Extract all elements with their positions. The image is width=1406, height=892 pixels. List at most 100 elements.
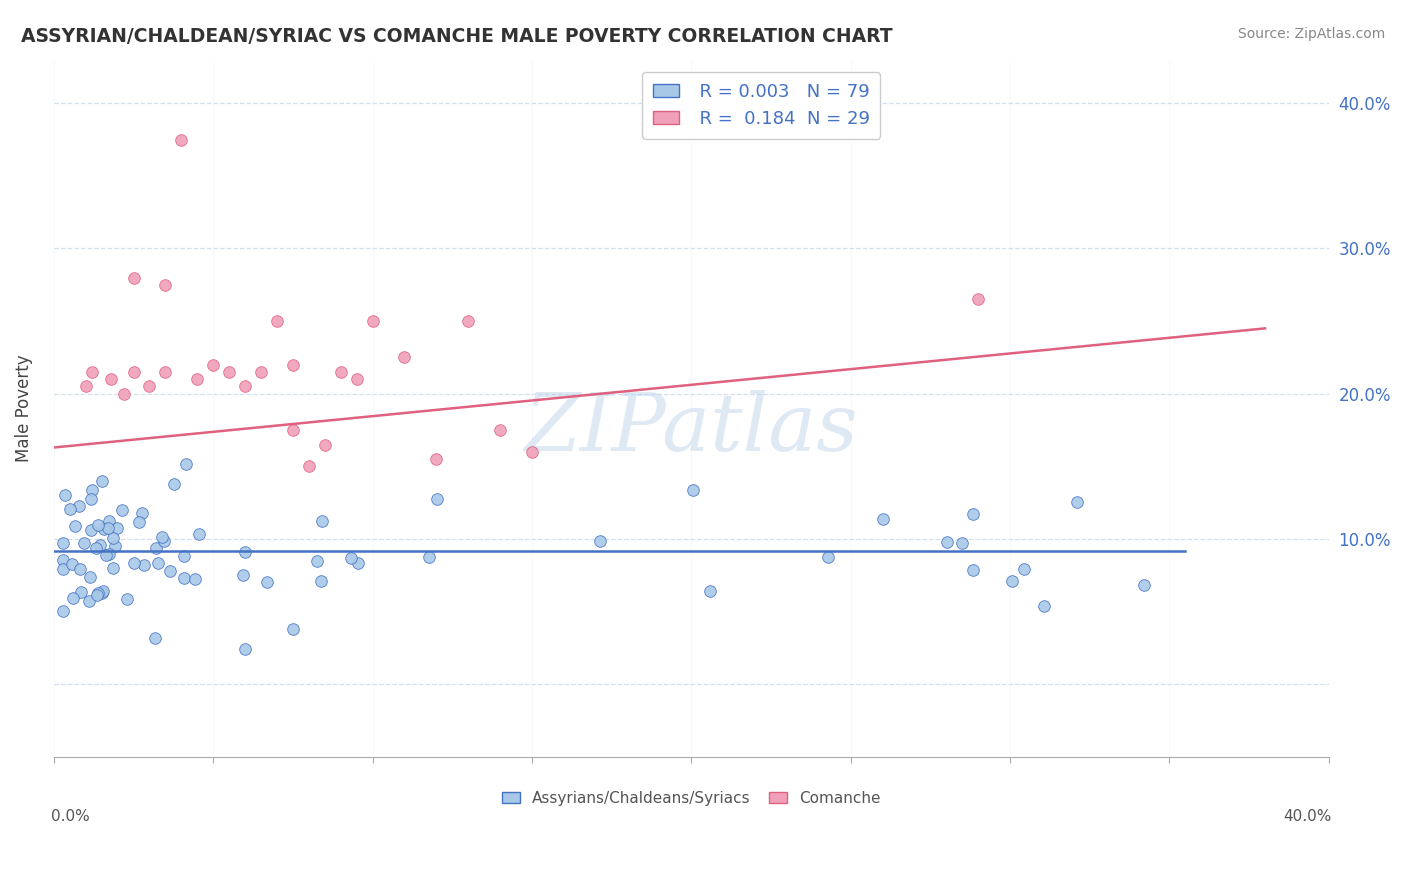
Point [112,386,135,401]
Point [87,586,110,600]
Point [100,372,122,386]
Point [173,571,195,585]
Point [52,536,75,550]
Point [60,558,83,572]
Point [266,314,288,328]
Point [699,583,721,598]
Legend: Assyrians/Chaldeans/Syriacs, Comanche: Assyrians/Chaldeans/Syriacs, Comanche [495,785,887,812]
Point [97,521,120,535]
Point [281,623,304,637]
Point [394,351,416,365]
Point [52,604,75,618]
Point [91,583,114,598]
Point [311,514,333,528]
Point [79,570,101,584]
Point [457,314,479,328]
Point [84,541,107,556]
Point [281,358,304,372]
Point [520,445,543,459]
Point [80,483,103,497]
Point [936,534,959,549]
Point [329,365,352,379]
Point [589,534,612,549]
Point [86,518,108,533]
Point [489,423,512,437]
Point [80,523,103,537]
Point [63,519,86,533]
Point [146,557,169,571]
Point [298,459,321,474]
Point [233,641,256,656]
Point [110,503,132,517]
Point [346,372,368,386]
Point [425,452,447,467]
Point [170,132,193,146]
Point [962,508,984,522]
Point [73,536,96,550]
Point [163,476,186,491]
Point [309,574,332,589]
Point [159,564,181,578]
Point [69,562,91,576]
Point [98,514,121,528]
Point [250,365,273,379]
Point [218,365,240,379]
Point [93,522,115,536]
Point [131,506,153,520]
Y-axis label: Male Poverty: Male Poverty [15,354,32,462]
Point [145,541,167,555]
Point [52,562,75,576]
Point [105,521,128,535]
Point [1001,574,1024,588]
Point [80,491,103,506]
Point [950,536,973,550]
Point [314,437,336,451]
Point [89,538,111,552]
Point [184,572,207,586]
Point [138,379,160,393]
Point [202,358,225,372]
Point [75,379,97,393]
Point [77,594,100,608]
Point [155,277,177,292]
Text: ASSYRIAN/CHALDEAN/SYRIAC VS COMANCHE MALE POVERTY CORRELATION CHART: ASSYRIAN/CHALDEAN/SYRIAC VS COMANCHE MAL… [21,27,893,45]
Point [94,548,117,562]
Point [1032,599,1054,613]
Point [173,549,195,564]
Point [187,527,209,541]
Point [53,488,76,502]
Point [122,270,145,285]
Point [90,585,112,599]
Point [62,591,84,605]
Point [90,474,112,488]
Point [235,545,257,559]
Point [86,588,108,602]
Point [122,365,145,379]
Point [52,553,75,567]
Point [281,423,304,437]
Point [153,534,176,549]
Point [967,293,990,307]
Point [101,531,124,545]
Point [256,574,278,589]
Point [134,558,156,572]
Point [101,560,124,574]
Point [122,557,145,571]
Point [128,515,150,529]
Point [426,491,449,506]
Point [962,563,984,577]
Text: ZIPatlas: ZIPatlas [524,391,858,468]
Point [361,314,384,328]
Point [307,554,329,568]
Point [682,483,704,497]
Point [98,547,121,561]
Text: 40.0%: 40.0% [1282,809,1331,824]
Point [1133,577,1156,591]
Point [143,631,166,645]
Point [80,365,103,379]
Point [186,372,208,386]
Point [340,551,363,566]
Point [150,530,173,544]
Point [155,365,177,379]
Point [418,550,440,565]
